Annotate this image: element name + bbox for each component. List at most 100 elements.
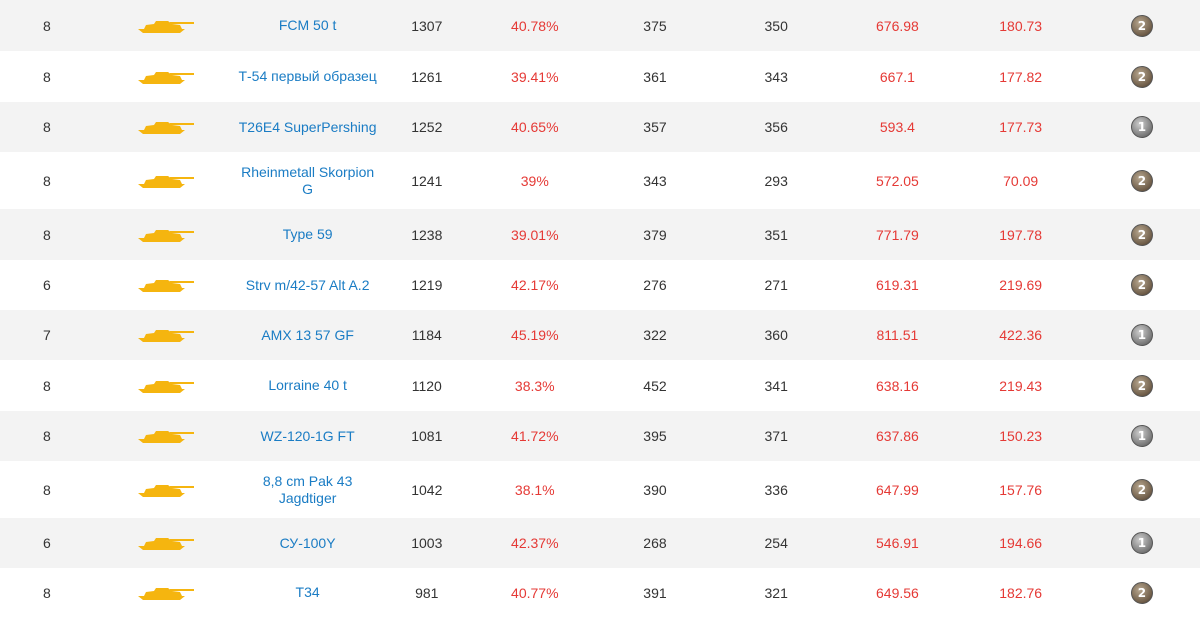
winrate-cell: 39.01% <box>474 209 595 260</box>
mastery-badge-cell: 1 <box>1083 518 1200 568</box>
stat-cell: 343 <box>594 152 716 209</box>
tank-silhouette-icon <box>93 102 237 152</box>
mastery-badge-cell: 2 <box>1083 0 1200 51</box>
tank-silhouette-icon <box>93 518 237 568</box>
battles-cell: 1081 <box>378 411 475 461</box>
stat-cell: 321 <box>715 568 838 617</box>
table-row: 8 FCM 50 t 1307 40.78% 375 350 676.98 180.73 2 <box>0 0 1200 51</box>
damage-cell: 637.86 <box>837 411 958 461</box>
table-row: 8 Type 59 1238 39.01% 379 351 771.79 197.78 2 <box>0 209 1200 260</box>
vehicle-name-link[interactable]: T26E4 SuperPershing <box>238 118 377 135</box>
vehicle-name-link[interactable]: 8,8 cm Pak 43 Jagdtiger <box>262 472 353 506</box>
stat-cell: 350 <box>715 0 838 51</box>
mastery-badge-cell: 2 <box>1083 260 1200 310</box>
mastery-badge-cell: 1 <box>1083 310 1200 360</box>
vehicle-name-link[interactable]: Lorraine 40 t <box>268 377 347 393</box>
stat-cell: 341 <box>715 360 838 411</box>
tank-silhouette-icon <box>93 568 237 617</box>
table-row: 8 WZ-120-1G FT 1081 41.72% 395 371 637.86 150.2… <box>0 411 1200 461</box>
vehicle-name-cell: Strv m/42-57 Alt A.2 <box>236 260 379 310</box>
stat-cell: 322 <box>594 310 716 360</box>
tier-cell: 8 <box>0 461 94 518</box>
mastery-badge-cell: 2 <box>1083 461 1200 518</box>
table-row: 8 Rheinmetall Skorpion G 1241 39% 343 293 572.… <box>0 152 1200 209</box>
stat-cell: 395 <box>594 411 716 461</box>
value-cell: 219.43 <box>957 360 1084 411</box>
damage-cell: 811.51 <box>837 310 958 360</box>
value-cell: 157.76 <box>957 461 1084 518</box>
table-row: 8 T34 981 40.77% 391 321 649.56 182.76 2 <box>0 568 1200 617</box>
damage-cell: 546.91 <box>837 518 958 568</box>
mastery-badge-icon: 2 <box>1130 374 1153 397</box>
value-cell: 180.73 <box>957 0 1084 51</box>
mastery-badge-cell: 2 <box>1083 568 1200 617</box>
damage-cell: 771.79 <box>837 209 958 260</box>
winrate-cell: 45.19% <box>474 310 595 360</box>
stat-cell: 356 <box>715 102 838 152</box>
vehicle-name-cell: Lorraine 40 t <box>236 360 379 411</box>
stat-cell: 361 <box>594 51 716 102</box>
vehicle-name-link[interactable]: Strv m/42-57 Alt A.2 <box>245 276 370 293</box>
vehicle-name-link[interactable]: Type 59 <box>282 226 333 242</box>
vehicle-name-cell: T34 <box>236 568 379 617</box>
tier-cell: 6 <box>0 260 94 310</box>
mastery-badge-icon: 1 <box>1130 324 1153 346</box>
tier-cell: 6 <box>0 518 94 568</box>
winrate-cell: 40.77% <box>474 568 595 617</box>
vehicle-name-link[interactable]: T34 <box>295 584 320 600</box>
value-cell: 182.76 <box>957 568 1084 617</box>
mastery-badge-cell: 2 <box>1083 209 1200 260</box>
table-row: 8 8,8 cm Pak 43 Jagdtiger 1042 38.1% 390 336 6… <box>0 461 1200 518</box>
tank-silhouette-icon <box>93 152 237 209</box>
value-cell: 219.69 <box>957 260 1084 310</box>
tank-silhouette-icon <box>93 0 237 51</box>
damage-cell: 638.16 <box>837 360 958 411</box>
mastery-badge-icon: 1 <box>1130 532 1153 554</box>
vehicle-name-cell: WZ-120-1G FT <box>236 411 379 461</box>
stat-cell: 351 <box>715 209 838 260</box>
vehicle-name-link[interactable]: СУ-100Y <box>279 534 336 551</box>
value-cell: 70.09 <box>957 152 1084 209</box>
value-cell: 194.66 <box>957 518 1084 568</box>
table-row: 8 Lorraine 40 t 1120 38.3% 452 341 638.16 219.4… <box>0 360 1200 411</box>
vehicle-name-link[interactable]: WZ-120-1G FT <box>260 427 355 444</box>
vehicle-name-link[interactable]: FCM 50 t <box>278 17 337 33</box>
stat-cell: 276 <box>594 260 716 310</box>
vehicle-name-link[interactable]: AMX 13 57 GF <box>261 326 354 343</box>
stat-cell: 375 <box>594 0 716 51</box>
damage-cell: 647.99 <box>837 461 958 518</box>
winrate-cell: 40.65% <box>474 102 595 152</box>
battles-cell: 1261 <box>378 51 475 102</box>
mastery-badge-cell: 1 <box>1083 411 1200 461</box>
battles-cell: 1042 <box>378 461 475 518</box>
mastery-badge-icon: 1 <box>1130 425 1153 447</box>
vehicle-name-cell: Type 59 <box>236 209 379 260</box>
value-cell: 150.23 <box>957 411 1084 461</box>
mastery-badge-icon: 2 <box>1130 14 1153 37</box>
stat-cell: 343 <box>715 51 838 102</box>
mastery-badge-icon: 2 <box>1130 65 1153 88</box>
vehicle-name-link[interactable]: Т-54 первый образец <box>238 68 377 84</box>
battles-cell: 1238 <box>378 209 475 260</box>
value-cell: 177.82 <box>957 51 1084 102</box>
winrate-cell: 39.41% <box>474 51 595 102</box>
vehicle-name-cell: Т-54 первый образец <box>236 51 379 102</box>
damage-cell: 593.4 <box>837 102 958 152</box>
winrate-cell: 40.78% <box>474 0 595 51</box>
vehicle-name-cell: FCM 50 t <box>236 0 379 51</box>
table-row: 7 AMX 13 57 GF 1184 45.19% 322 360 811.51 422.3… <box>0 310 1200 360</box>
battles-cell: 1241 <box>378 152 475 209</box>
battles-cell: 1219 <box>378 260 475 310</box>
damage-cell: 649.56 <box>837 568 958 617</box>
tank-silhouette-icon <box>93 360 237 411</box>
tank-silhouette-icon <box>93 411 237 461</box>
stat-cell: 357 <box>594 102 716 152</box>
damage-cell: 619.31 <box>837 260 958 310</box>
vehicle-name-link[interactable]: Rheinmetall Skorpion G <box>241 163 375 197</box>
battles-cell: 1003 <box>378 518 475 568</box>
tier-cell: 8 <box>0 360 94 411</box>
mastery-badge-cell: 1 <box>1083 102 1200 152</box>
mastery-badge-icon: 2 <box>1130 581 1153 604</box>
